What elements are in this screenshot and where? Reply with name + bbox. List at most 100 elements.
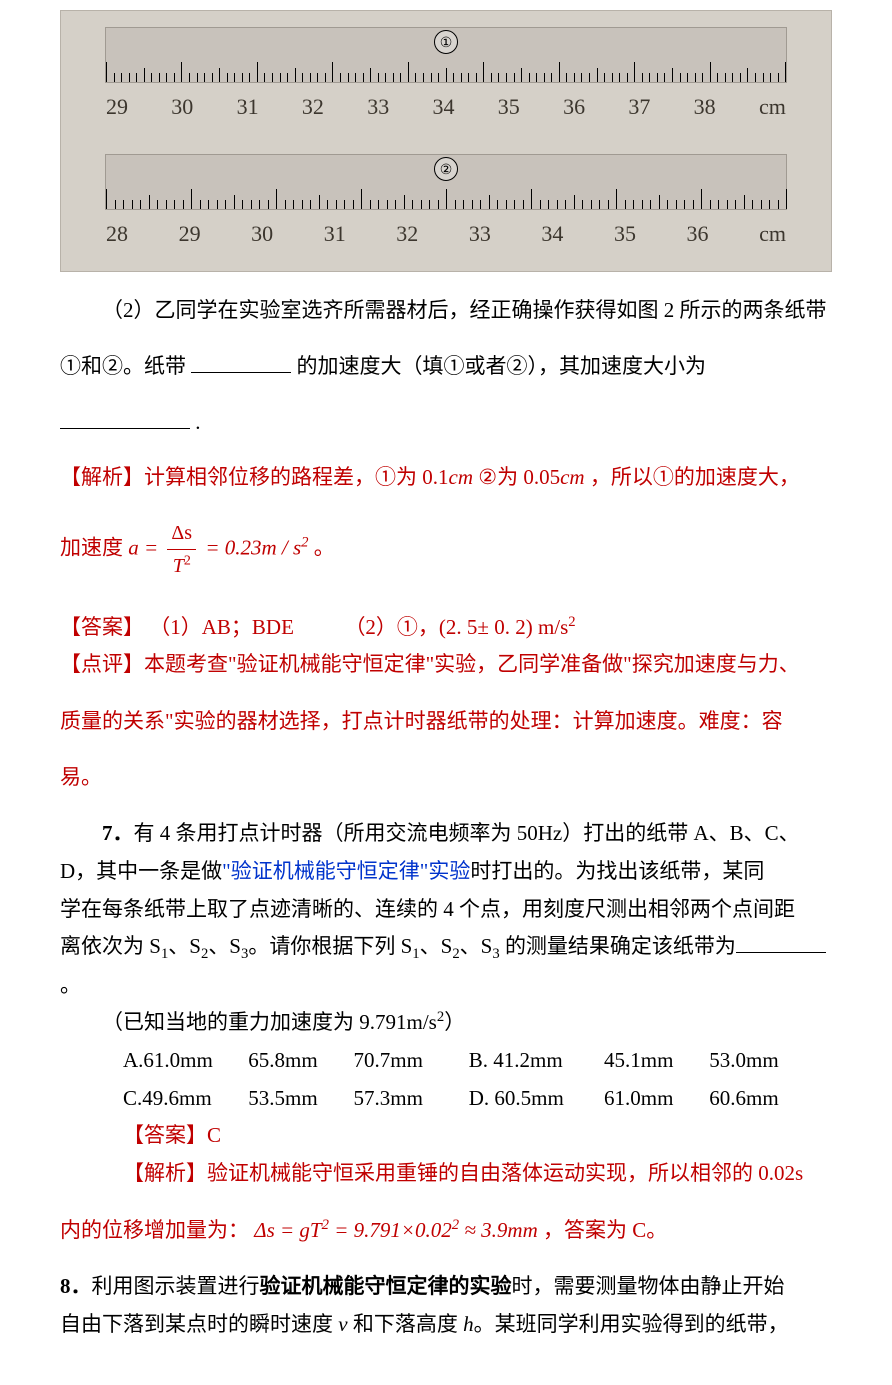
ruler-tick (225, 200, 226, 209)
q7-l4c: 、S (208, 934, 241, 958)
ruler-tick (672, 68, 673, 82)
ruler-tick (597, 68, 598, 82)
q7-l4f: 、S (460, 934, 493, 958)
ruler-tick (370, 200, 371, 209)
q7-l5-end: ） (444, 1010, 465, 1034)
ruler-tick (506, 200, 507, 209)
analysis-cm2: cm (560, 465, 585, 489)
ruler-tick (476, 73, 477, 82)
ruler-tick (667, 200, 668, 209)
ruler-tick (249, 73, 250, 82)
ruler-tick (761, 200, 762, 209)
ruler-tick (151, 73, 152, 82)
ruler-tick (272, 73, 273, 82)
comment-l3: 易。 (60, 765, 102, 789)
ruler-tick (491, 73, 492, 82)
ruler-number: 33 (367, 89, 389, 124)
ruler-tick (132, 200, 133, 209)
ruler-tick (483, 62, 484, 82)
ruler-1-label: ① (434, 30, 458, 54)
ruler-tick (769, 200, 770, 209)
ruler-tick (608, 200, 609, 209)
comment-line3: 易。 (60, 761, 832, 795)
ruler-number: cm (759, 89, 786, 124)
ruler-number: 37 (628, 89, 650, 124)
opt-C: C.49.6mm (123, 1081, 243, 1117)
ruler-tick (657, 73, 658, 82)
ruler-tick (612, 73, 613, 82)
ruler-tick (387, 200, 388, 209)
ruler-tick (123, 200, 124, 209)
q7-exp2-formula: Δs = gT (254, 1218, 321, 1242)
ruler-tick (423, 73, 424, 82)
ruler-tick (701, 189, 702, 209)
ruler-tick (523, 200, 524, 209)
q7-exp2-mid: = 9.791×0.02 (334, 1218, 452, 1242)
ruler-tick (566, 73, 567, 82)
ruler-tick (565, 200, 566, 209)
q8-l1b: 时，需要测量物体由静止开始 (512, 1274, 785, 1298)
ruler-number: 31 (237, 89, 259, 124)
q7-exp2: 内的位移增加量为： Δs = gT2 = 9.791×0.022 ≈ 3.9mm… (60, 1214, 832, 1248)
ruler-tick (687, 73, 688, 82)
ruler-tick (770, 73, 771, 82)
ruler-number: 33 (469, 216, 491, 251)
ruler-tick (174, 200, 175, 209)
ruler-tick (438, 200, 439, 209)
q7-ans-label: 【答案】 (123, 1123, 207, 1147)
q7-l2a: D，其中一条是做 (60, 859, 222, 883)
q7-line4: 离依次为 S1、S2、S3。请你根据下列 S1、S2、S3 的测量结果确定该纸带… (60, 929, 832, 1003)
ruler-tick (529, 73, 530, 82)
ruler-tick (129, 73, 130, 82)
ruler-tick (251, 200, 252, 209)
comment-l1: 本题考查"验证机械能守恒定律"实验，乙同学准备做"探究加速度与力、 (144, 652, 800, 676)
ruler-tick (604, 73, 605, 82)
ruler-number: 35 (614, 216, 636, 251)
ruler-tick (727, 200, 728, 209)
ruler-tick (453, 73, 454, 82)
ruler-tick (166, 200, 167, 209)
analysis-eq-right: = 0.23m / s (205, 535, 301, 559)
q2-line2: ①和②。纸带 的加速度大（填①或者②），其加速度大小为 (60, 350, 832, 384)
ruler-tick (259, 200, 260, 209)
ruler-tick (627, 73, 628, 82)
analysis-line1: 【解析】计算相邻位移的路程差，①为 0.1cm ②为 0.05cm ，所以①的加… (60, 461, 832, 495)
ruler-tick (174, 73, 175, 82)
ruler-tick (676, 200, 677, 209)
ruler-number: 29 (179, 216, 201, 251)
q7-exp2-tail: ，答案为 C。 (543, 1218, 667, 1242)
q8-l2a: 自由下落到某点时的瞬时速度 (60, 1312, 338, 1336)
ruler-tick (718, 200, 719, 209)
q7-blue-1: "验证机械能守恒定律"实验 (222, 859, 470, 883)
opt-D2: 61.0mm (604, 1081, 704, 1117)
ruler-tick (234, 195, 235, 209)
ruler-tick (140, 200, 141, 209)
ruler-number: 36 (563, 89, 585, 124)
ruler-tick (463, 200, 464, 209)
ruler-tick (438, 73, 439, 82)
ruler-tick (498, 73, 499, 82)
opt-B2: 45.1mm (604, 1043, 704, 1079)
ruler-tick (276, 189, 277, 209)
q7-line5: （已知当地的重力加速度为 9.791m/s2） (60, 1005, 832, 1041)
analysis-period: 。 (314, 535, 335, 559)
q7-l4b: 、S (168, 934, 201, 958)
ruler-tick (589, 73, 590, 82)
ruler-tick (181, 62, 182, 82)
ruler-tick (650, 200, 651, 209)
ruler-tick (287, 73, 288, 82)
answer-part1: （1）AB；BDE (149, 615, 294, 639)
q7-l4a: 离依次为 S (60, 934, 161, 958)
comment-line2: 质量的关系"实验的器材选择，打点计时器纸带的处理：计算加速度。难度：容 (60, 705, 832, 739)
analysis-lead: 【解析】计算相邻位移的路程差，①为 0.1 (60, 465, 449, 489)
ruler-number: 28 (106, 216, 128, 251)
q7-exp2-approx: ≈ 3.9mm (464, 1218, 537, 1242)
ruler-tick (536, 73, 537, 82)
q2-blank-2 (60, 407, 190, 429)
q7-l3: 学在每条纸带上取了点迹清晰的、连续的 4 个点，用刻度尺测出相邻两个点间距 (60, 897, 795, 921)
q2-mid2: 的加速度大（填①或者②），其加速度大小为 (297, 354, 707, 378)
ruler-tick (633, 200, 634, 209)
q2-blank-1 (191, 351, 291, 373)
ruler-tick (378, 200, 379, 209)
ruler-tick (353, 200, 354, 209)
